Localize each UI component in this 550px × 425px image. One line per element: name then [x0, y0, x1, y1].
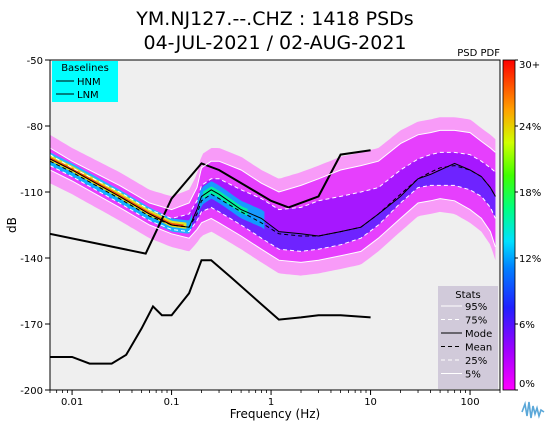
- stat-line-p95: [50, 129, 496, 211]
- plot-frame: [49, 59, 501, 391]
- lnm-line: [50, 259, 371, 365]
- stats-legend: Stats 95% 75% Mode Mean 25% 5%: [438, 286, 498, 389]
- x-tick-label-0: 0.01: [61, 397, 83, 408]
- stat-line-mean: [50, 160, 496, 237]
- statistics-lines: [50, 129, 496, 263]
- colorbar: [502, 59, 516, 391]
- stat-line-p75: [50, 151, 496, 219]
- colorbar-tick-label-0: 0%: [519, 379, 535, 390]
- x-tick-label-3: 10: [364, 397, 377, 408]
- stats-legend-label-p75: 75%: [465, 316, 487, 327]
- colorbar-tick-label-1: 6%: [519, 320, 535, 331]
- density-core-band: [50, 159, 496, 252]
- logo-icon: [520, 398, 546, 422]
- stat-line-p5: [50, 169, 496, 263]
- ridge-low-freq-red: [50, 157, 184, 228]
- y-tick-label-4: -170: [20, 320, 43, 331]
- hnm-line: [50, 149, 371, 255]
- x-tick-label-2: 1: [268, 397, 274, 408]
- y-tick-label-5: -200: [20, 386, 43, 397]
- y-axis-ticks: -50 -80 -110 -140 -170 -200: [20, 56, 50, 397]
- stat-line-p25: [50, 165, 496, 252]
- x-axis-label: Frequency (Hz): [230, 407, 321, 421]
- hnm-legend-label: HNM: [77, 77, 101, 88]
- colorbar-tick-label-4: 24%: [519, 122, 541, 133]
- colorbar-ticks: 0% 6% 12% 18% 24% 30+: [515, 59, 541, 391]
- lnm-legend-label: LNM: [77, 90, 99, 101]
- x-axis-ticks: 0.01 0.1 1 10 100: [49, 390, 501, 408]
- x-tick-label-4: 100: [461, 397, 480, 408]
- colorbar-tick-label-2: 12%: [519, 254, 541, 265]
- stats-legend-label-p25: 25%: [465, 356, 487, 367]
- y-tick-label-2: -110: [20, 188, 43, 199]
- y-axis-label: dB: [5, 217, 19, 233]
- stats-legend-label-p5: 5%: [465, 370, 481, 381]
- baselines-legend: Baselines HNM LNM: [52, 61, 118, 102]
- noise-model-lines: [50, 149, 371, 365]
- x-tick-label-1: 0.1: [164, 397, 180, 408]
- colorbar-label: PSD PDF: [457, 48, 500, 59]
- stats-legend-label-p95: 95%: [465, 302, 487, 313]
- y-tick-label-3: -140: [20, 254, 43, 265]
- stats-legend-label-mode: Mode: [465, 329, 492, 340]
- colorbar-tick-label-3: 18%: [519, 188, 541, 199]
- chart-title: YM.NJ127.--.CHZ : 1418 PSDs: [135, 8, 413, 30]
- chart-subtitle: 04-JUL-2021 / 02-AUG-2021: [144, 32, 407, 54]
- stats-legend-items: 95% 75% Mode Mean 25% 5%: [441, 302, 492, 381]
- colorbar-tick-label-5: 30+: [519, 60, 540, 71]
- y-tick-label-0: -50: [27, 56, 43, 67]
- stats-legend-box: [438, 286, 498, 389]
- stats-legend-label-mean: Mean: [465, 343, 492, 354]
- baselines-legend-title: Baselines: [61, 63, 109, 74]
- stats-legend-title: Stats: [455, 290, 481, 301]
- y-tick-label-1: -80: [27, 122, 43, 133]
